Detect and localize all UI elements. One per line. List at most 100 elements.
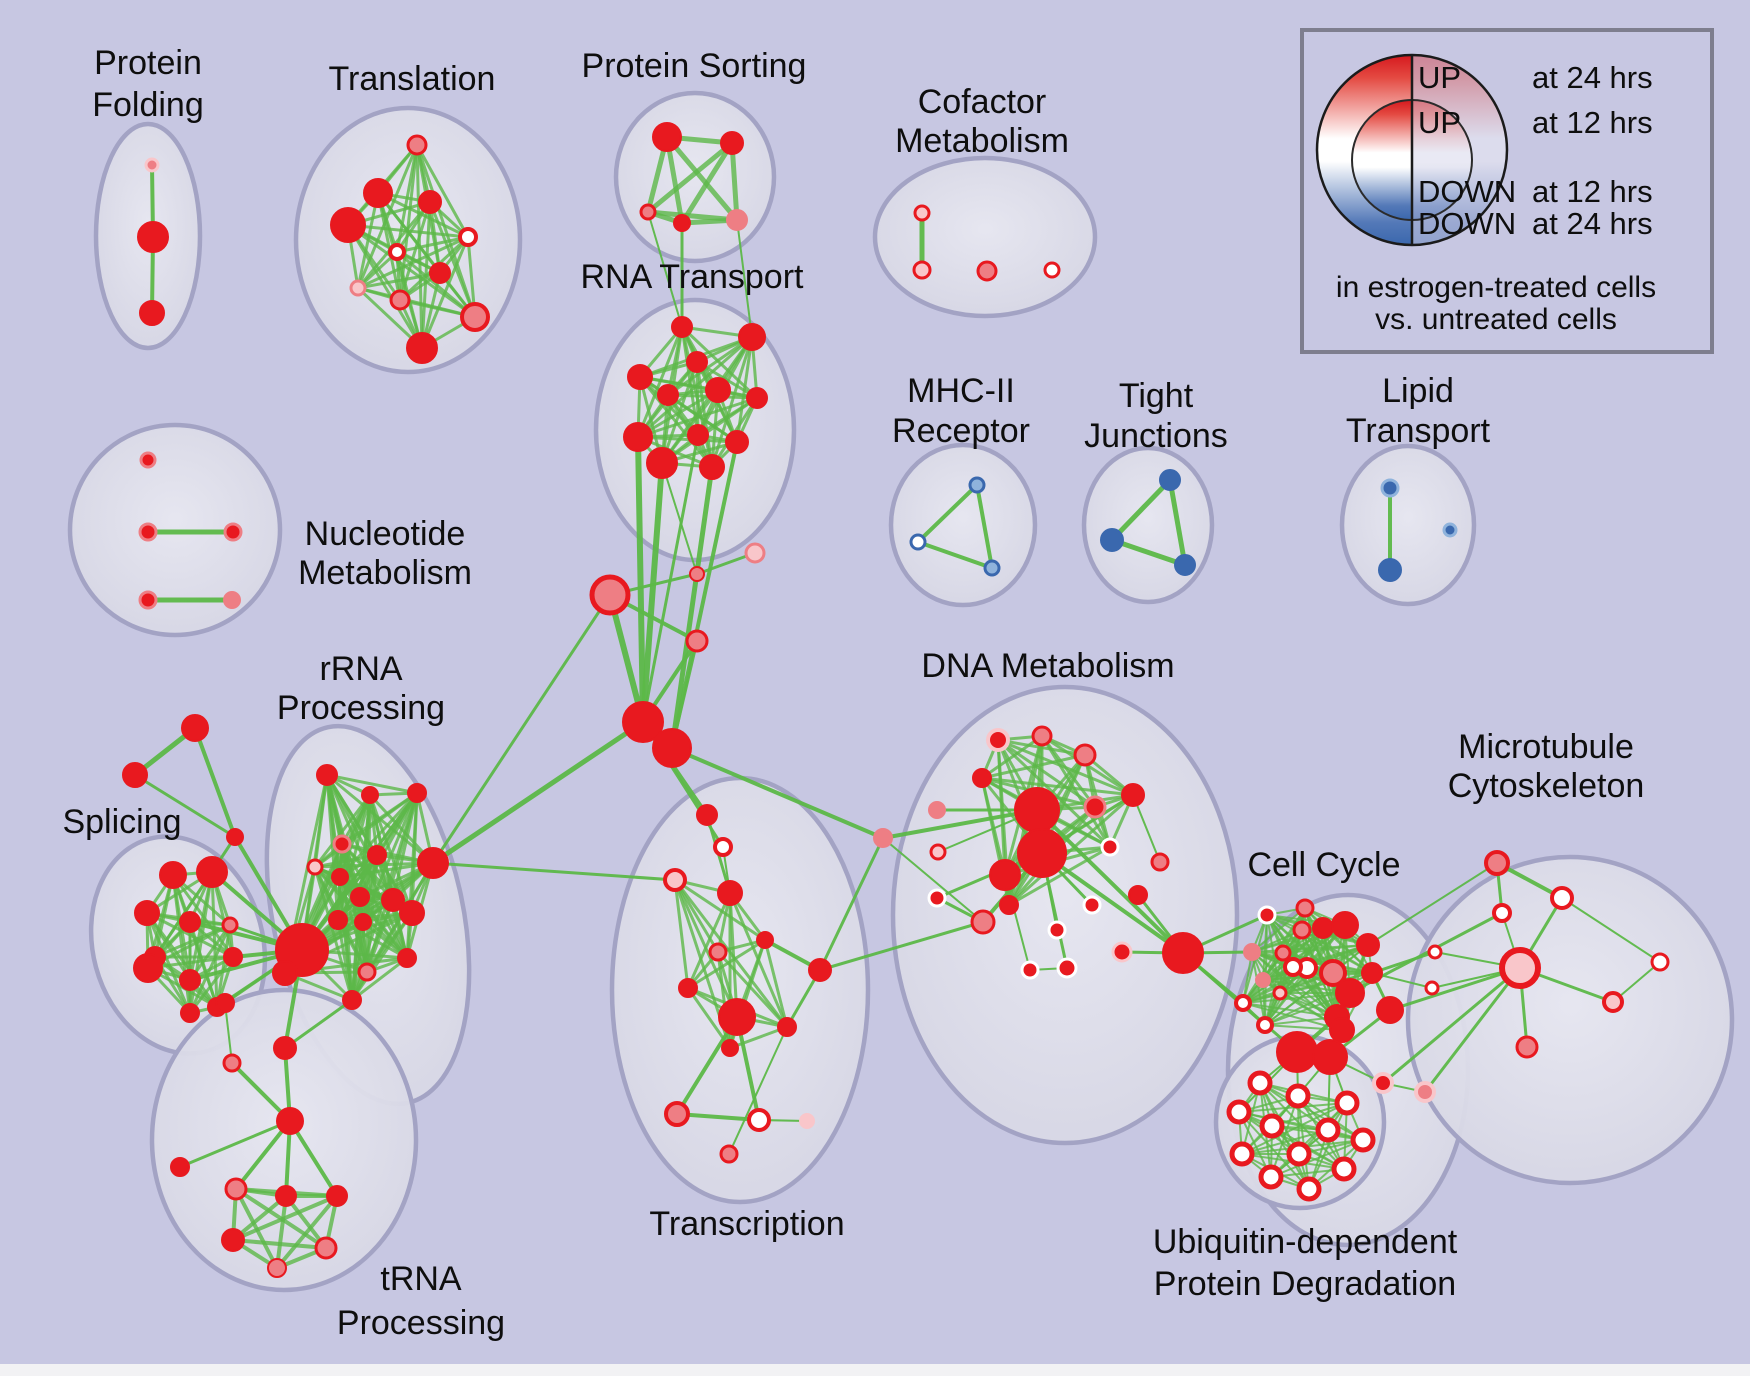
network-node[interactable]	[1272, 985, 1288, 1001]
network-node[interactable]	[159, 861, 187, 889]
network-node[interactable]	[968, 476, 986, 494]
network-node[interactable]	[589, 574, 631, 616]
network-node[interactable]	[1285, 1083, 1311, 1109]
network-node[interactable]	[652, 122, 682, 152]
network-node[interactable]	[1350, 1127, 1376, 1153]
network-node[interactable]	[389, 289, 411, 311]
network-node[interactable]	[1515, 1035, 1539, 1059]
network-node[interactable]	[744, 542, 766, 564]
network-node[interactable]	[1255, 972, 1271, 988]
network-node[interactable]	[928, 801, 946, 819]
network-node[interactable]	[671, 316, 693, 338]
network-node[interactable]	[1442, 522, 1458, 538]
network-node[interactable]	[1650, 952, 1670, 972]
network-node[interactable]	[685, 629, 709, 653]
network-node[interactable]	[1378, 558, 1402, 582]
network-node[interactable]	[623, 422, 653, 452]
network-node[interactable]	[927, 888, 947, 908]
network-node[interactable]	[133, 953, 163, 983]
network-node[interactable]	[1159, 469, 1181, 491]
network-node[interactable]	[226, 828, 244, 846]
network-node[interactable]	[1550, 886, 1574, 910]
network-node[interactable]	[1259, 1113, 1285, 1139]
network-node[interactable]	[1150, 852, 1170, 872]
network-node[interactable]	[1283, 957, 1303, 977]
network-node[interactable]	[170, 1157, 190, 1177]
network-node[interactable]	[986, 728, 1010, 752]
network-node[interactable]	[726, 209, 748, 231]
network-node[interactable]	[970, 909, 996, 935]
network-node[interactable]	[719, 1144, 739, 1164]
network-node[interactable]	[354, 913, 372, 931]
network-node[interactable]	[678, 978, 698, 998]
network-node[interactable]	[381, 888, 405, 912]
network-node[interactable]	[179, 969, 201, 991]
network-node[interactable]	[1257, 905, 1277, 925]
network-node[interactable]	[687, 424, 709, 446]
network-node[interactable]	[272, 960, 298, 986]
network-node[interactable]	[328, 910, 348, 930]
network-node[interactable]	[1427, 944, 1443, 960]
network-node[interactable]	[1331, 911, 1359, 939]
network-node[interactable]	[929, 843, 947, 861]
network-node[interactable]	[399, 900, 425, 926]
network-node[interactable]	[223, 522, 243, 542]
network-node[interactable]	[1484, 850, 1510, 876]
network-node[interactable]	[1111, 941, 1133, 963]
network-node[interactable]	[1226, 1099, 1252, 1125]
network-node[interactable]	[1031, 725, 1053, 747]
network-node[interactable]	[397, 948, 417, 968]
network-node[interactable]	[276, 1107, 304, 1135]
network-node[interactable]	[657, 384, 679, 406]
network-node[interactable]	[1014, 787, 1060, 833]
network-node[interactable]	[357, 962, 377, 982]
network-node[interactable]	[912, 260, 932, 280]
network-node[interactable]	[1356, 933, 1380, 957]
network-node[interactable]	[417, 847, 449, 879]
network-node[interactable]	[1334, 1090, 1360, 1116]
network-node[interactable]	[646, 447, 678, 479]
network-node[interactable]	[1329, 1017, 1355, 1043]
network-node[interactable]	[224, 1177, 248, 1201]
network-node[interactable]	[689, 566, 705, 582]
network-node[interactable]	[808, 958, 832, 982]
network-node[interactable]	[1286, 1141, 1312, 1167]
network-node[interactable]	[137, 221, 169, 253]
network-node[interactable]	[1380, 478, 1400, 498]
network-node[interactable]	[1274, 944, 1292, 962]
network-node[interactable]	[1082, 895, 1102, 915]
network-node[interactable]	[138, 590, 158, 610]
network-node[interactable]	[708, 942, 728, 962]
network-node[interactable]	[363, 178, 393, 208]
network-node[interactable]	[350, 887, 370, 907]
network-node[interactable]	[738, 323, 766, 351]
network-node[interactable]	[909, 533, 927, 551]
network-node[interactable]	[1492, 903, 1512, 923]
network-node[interactable]	[1073, 743, 1097, 767]
network-node[interactable]	[664, 1101, 690, 1127]
network-node[interactable]	[983, 559, 1001, 577]
network-node[interactable]	[705, 377, 731, 403]
network-node[interactable]	[388, 243, 406, 261]
network-node[interactable]	[1602, 991, 1624, 1013]
network-node[interactable]	[696, 804, 718, 826]
network-node[interactable]	[699, 454, 725, 480]
network-node[interactable]	[999, 895, 1019, 915]
network-node[interactable]	[673, 214, 691, 232]
network-node[interactable]	[747, 1108, 771, 1132]
network-node[interactable]	[1296, 1176, 1322, 1202]
network-node[interactable]	[718, 998, 756, 1036]
network-node[interactable]	[1100, 837, 1120, 857]
network-node[interactable]	[275, 1185, 297, 1207]
network-node[interactable]	[913, 204, 931, 222]
network-node[interactable]	[361, 786, 379, 804]
network-node[interactable]	[181, 714, 209, 742]
network-node[interactable]	[639, 203, 657, 221]
network-node[interactable]	[458, 227, 478, 247]
network-node[interactable]	[221, 916, 239, 934]
network-node[interactable]	[1372, 1072, 1394, 1094]
network-node[interactable]	[460, 302, 490, 332]
network-node[interactable]	[873, 828, 893, 848]
network-node[interactable]	[342, 990, 362, 1010]
network-node[interactable]	[1017, 828, 1067, 878]
